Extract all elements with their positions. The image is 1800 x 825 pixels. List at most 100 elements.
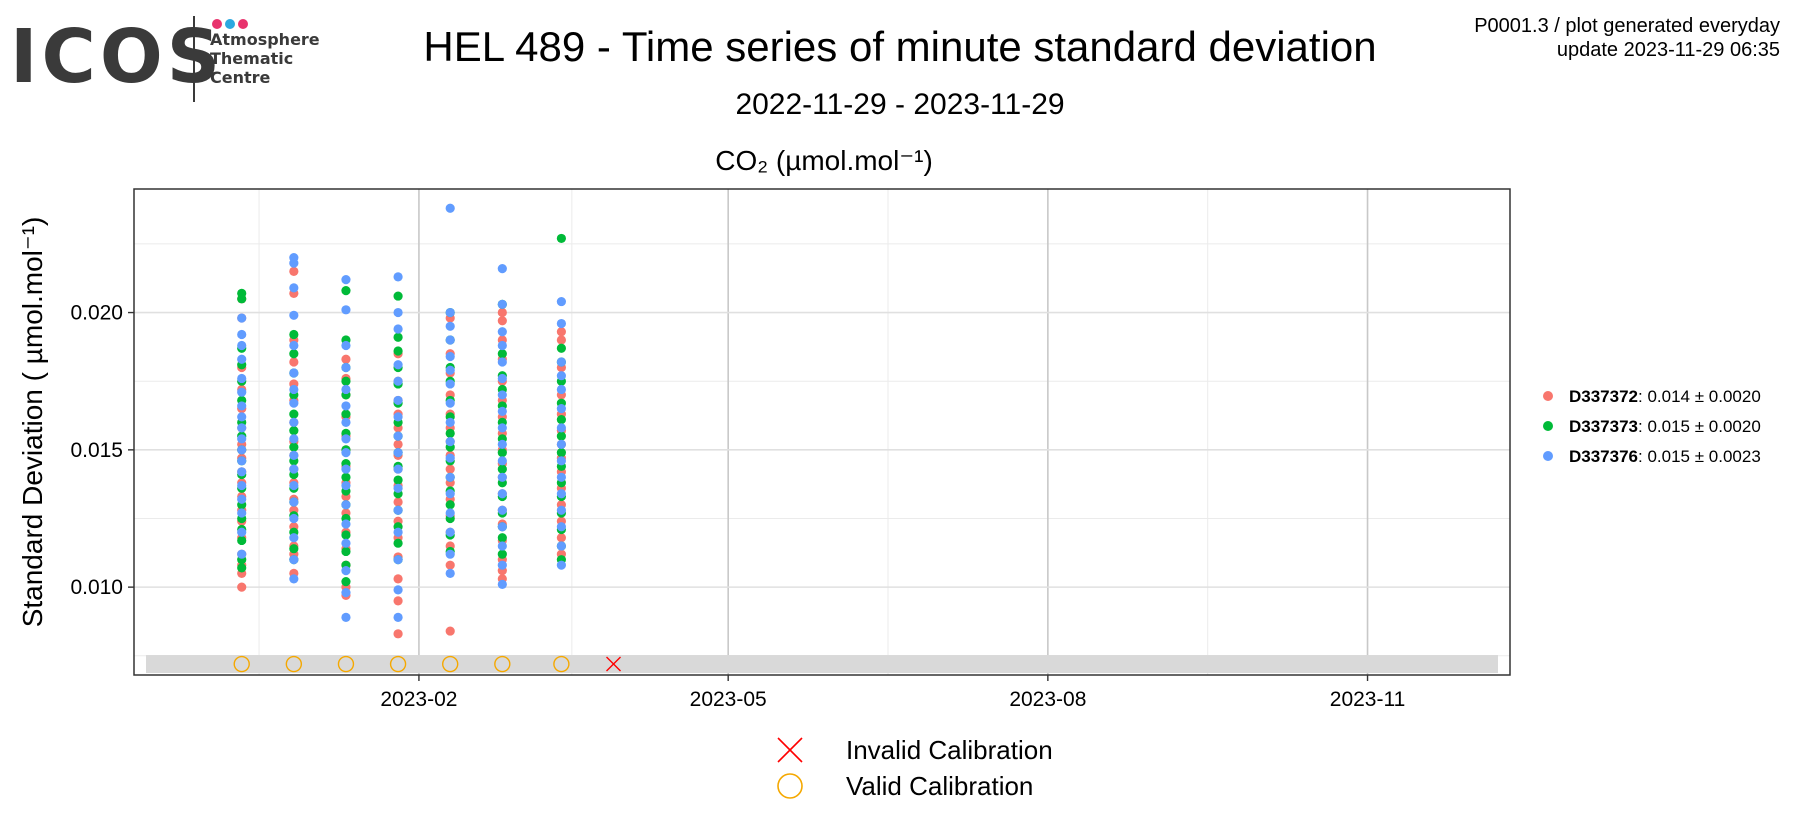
data-point bbox=[237, 329, 247, 340]
x-tick-label: 2023-05 bbox=[690, 688, 767, 711]
data-point bbox=[341, 285, 351, 296]
data-point bbox=[393, 629, 403, 639]
legend-item-invalid-calibration: Invalid Calibration bbox=[777, 735, 1053, 765]
data-point bbox=[341, 384, 351, 395]
legend-label-valid: Valid Calibration bbox=[846, 771, 1033, 801]
data-point bbox=[556, 447, 566, 458]
data-point bbox=[445, 365, 455, 375]
data-point bbox=[289, 398, 299, 408]
data-point bbox=[497, 349, 507, 359]
data-point bbox=[237, 494, 247, 504]
data-point bbox=[289, 480, 299, 491]
data-point bbox=[556, 456, 566, 466]
data-point bbox=[556, 505, 566, 515]
logo-wordmark: ICOS bbox=[10, 14, 225, 100]
data-point bbox=[445, 321, 455, 331]
data-point bbox=[289, 368, 299, 378]
data-point bbox=[497, 390, 507, 400]
data-point bbox=[497, 307, 507, 318]
logo-sub-line3: Centre bbox=[210, 68, 271, 87]
data-point bbox=[556, 431, 566, 441]
logo-dots bbox=[212, 16, 251, 29]
data-point bbox=[237, 340, 247, 351]
data-point bbox=[445, 307, 455, 318]
data-point bbox=[497, 472, 507, 482]
data-point bbox=[237, 456, 247, 466]
data-point bbox=[556, 415, 566, 425]
data-point bbox=[289, 349, 299, 359]
data-point bbox=[289, 310, 299, 320]
data-point bbox=[237, 467, 247, 477]
data-point bbox=[445, 351, 455, 362]
data-point bbox=[237, 434, 247, 444]
data-point bbox=[289, 384, 299, 395]
data-point bbox=[393, 307, 403, 318]
data-point bbox=[341, 305, 351, 315]
data-point bbox=[341, 340, 351, 351]
data-point bbox=[556, 439, 566, 449]
data-point bbox=[556, 489, 566, 499]
grid bbox=[134, 189, 1510, 675]
legend-swatch bbox=[1543, 421, 1553, 431]
valid-calibration-marker bbox=[389, 655, 407, 673]
data-point bbox=[237, 401, 247, 411]
data-point bbox=[393, 376, 403, 386]
data-point bbox=[393, 475, 403, 485]
data-point bbox=[497, 533, 507, 543]
data-point bbox=[237, 549, 247, 559]
data-point bbox=[341, 376, 351, 386]
logo-divider bbox=[193, 16, 195, 102]
data-point bbox=[393, 439, 403, 449]
data-point bbox=[341, 566, 351, 576]
data-point bbox=[497, 316, 507, 326]
data-point bbox=[556, 343, 566, 353]
legend-label-invalid: Invalid Calibration bbox=[846, 735, 1053, 765]
data-point bbox=[556, 533, 566, 543]
calibration-legend: Invalid Calibration Valid Calibration bbox=[777, 735, 1053, 801]
legend-item-D337376: D337376: 0.015 ± 0.0023 bbox=[1543, 447, 1761, 466]
data-point bbox=[237, 387, 247, 397]
data-point bbox=[445, 428, 455, 438]
data-point bbox=[393, 332, 403, 342]
axes: 2023-02 2023-05 2023-08 2023-11 0.010 0.015 0.… bbox=[70, 302, 1405, 711]
data-point bbox=[341, 546, 351, 557]
meta-line-1: P0001.3 / plot generated everyday bbox=[1474, 15, 1780, 37]
meta-line-2: update 2023-11-29 06:35 bbox=[1556, 39, 1780, 61]
data-point bbox=[497, 439, 507, 449]
data-point bbox=[289, 574, 299, 584]
data-point bbox=[237, 288, 247, 298]
data-point bbox=[237, 354, 247, 364]
valid-calibration-marker bbox=[553, 655, 570, 673]
data-point bbox=[556, 384, 566, 395]
data-point bbox=[237, 563, 247, 573]
legend-item-D337373: D337373: 0.015 ± 0.0020 bbox=[1543, 417, 1761, 436]
data-point bbox=[341, 530, 351, 540]
y-axis-title: Standard Deviation ( µmol.mol⁻¹) bbox=[17, 217, 48, 628]
data-point bbox=[393, 412, 403, 422]
data-point bbox=[445, 379, 455, 389]
data-point bbox=[445, 568, 455, 579]
data-point bbox=[341, 464, 351, 474]
data-point bbox=[289, 283, 299, 293]
series-legend: D337372: 0.014 ± 0.0020 D337373: 0.015 ± … bbox=[1543, 387, 1761, 466]
data-point bbox=[341, 612, 351, 622]
y-tick-label: 0.020 bbox=[70, 302, 123, 325]
data-point bbox=[497, 447, 507, 458]
data-point bbox=[237, 313, 247, 323]
data-point bbox=[445, 417, 455, 427]
data-point bbox=[445, 464, 455, 474]
data-point bbox=[497, 327, 507, 337]
data-point bbox=[289, 340, 299, 351]
invalid-calibration-marker bbox=[606, 656, 622, 672]
valid-calibration-marker bbox=[337, 655, 355, 673]
data-point bbox=[393, 346, 403, 356]
data-point bbox=[393, 505, 403, 515]
data-point bbox=[393, 612, 403, 622]
data-point bbox=[445, 508, 455, 518]
data-point bbox=[497, 299, 507, 309]
data-point bbox=[393, 527, 403, 537]
data-point bbox=[445, 335, 455, 345]
data-point bbox=[497, 357, 507, 367]
data-point bbox=[341, 409, 351, 419]
legend-item-valid-calibration: Valid Calibration bbox=[777, 771, 1033, 801]
